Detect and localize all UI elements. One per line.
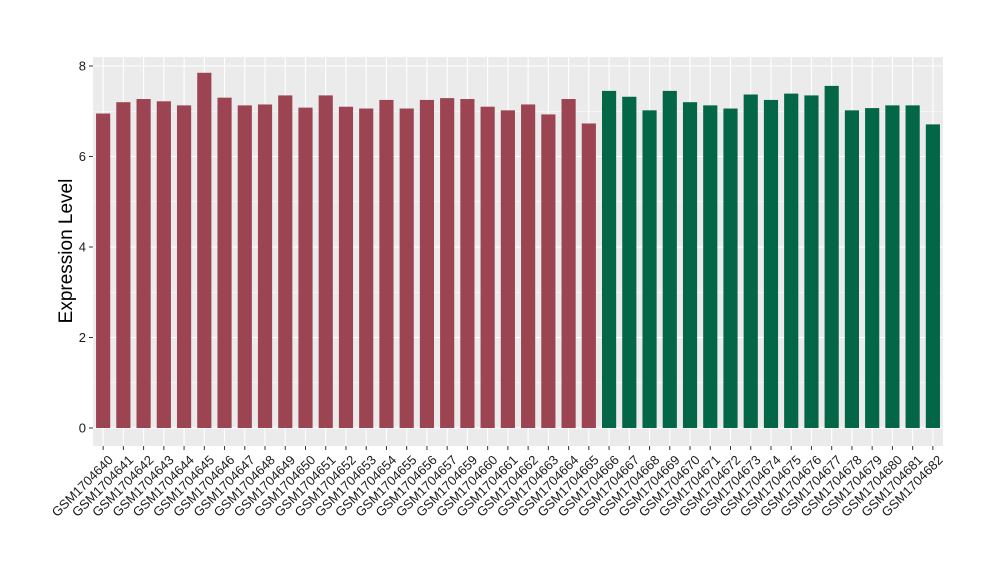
bar-GSM1704654: [379, 100, 393, 428]
bar-GSM1704641: [116, 102, 130, 428]
bar-GSM1704657: [440, 98, 454, 428]
bar-GSM1704680: [885, 105, 899, 428]
y-tick-label: 4: [79, 240, 86, 255]
bar-GSM1704682: [926, 124, 940, 428]
bar-GSM1704678: [845, 110, 859, 428]
bar-GSM1704645: [197, 73, 211, 428]
bar-GSM1704681: [906, 105, 920, 428]
bar-GSM1704665: [582, 123, 596, 428]
x-axis: GSM1704640GSM1704641GSM1704642GSM1704643…: [49, 446, 946, 520]
bar-GSM1704677: [825, 86, 839, 428]
bar-GSM1704655: [400, 109, 414, 428]
bar-GSM1704664: [562, 99, 576, 428]
bar-GSM1704673: [744, 95, 758, 428]
bar-GSM1704644: [177, 105, 191, 428]
bar-GSM1704669: [663, 91, 677, 428]
bar-GSM1704667: [622, 97, 636, 428]
bar-GSM1704646: [217, 98, 231, 428]
y-tick-label: 2: [79, 330, 86, 345]
bar-GSM1704674: [764, 100, 778, 428]
bar-GSM1704656: [420, 100, 434, 428]
bar-GSM1704675: [784, 94, 798, 428]
bar-GSM1704653: [359, 109, 373, 428]
bar-GSM1704672: [723, 109, 737, 428]
y-tick-label: 6: [79, 149, 86, 164]
y-axis: 0 2 4 6 8: [79, 59, 93, 436]
bar-GSM1704670: [683, 102, 697, 428]
bar-GSM1704648: [258, 104, 272, 428]
y-tick-label: 0: [79, 421, 86, 436]
bar-GSM1704651: [319, 95, 333, 428]
bar-GSM1704652: [339, 107, 353, 428]
bar-GSM1704668: [642, 110, 656, 428]
bar-GSM1704666: [602, 91, 616, 428]
bar-GSM1704679: [865, 108, 879, 428]
bar-GSM1704643: [157, 101, 171, 428]
bar-GSM1704642: [137, 99, 151, 428]
bar-GSM1704671: [703, 105, 717, 428]
bar-GSM1704661: [501, 110, 515, 428]
bar-GSM1704650: [298, 108, 312, 428]
bar-GSM1704640: [96, 114, 110, 428]
y-tick-label: 8: [79, 59, 86, 74]
bar-GSM1704659: [460, 99, 474, 428]
bar-GSM1704676: [804, 95, 818, 428]
bar-GSM1704660: [481, 107, 495, 428]
bar-GSM1704647: [238, 105, 252, 428]
y-axis-title: Expression Level: [56, 179, 77, 324]
bar-GSM1704662: [521, 104, 535, 428]
bar-GSM1704649: [278, 95, 292, 428]
bar-GSM1704663: [541, 114, 555, 428]
